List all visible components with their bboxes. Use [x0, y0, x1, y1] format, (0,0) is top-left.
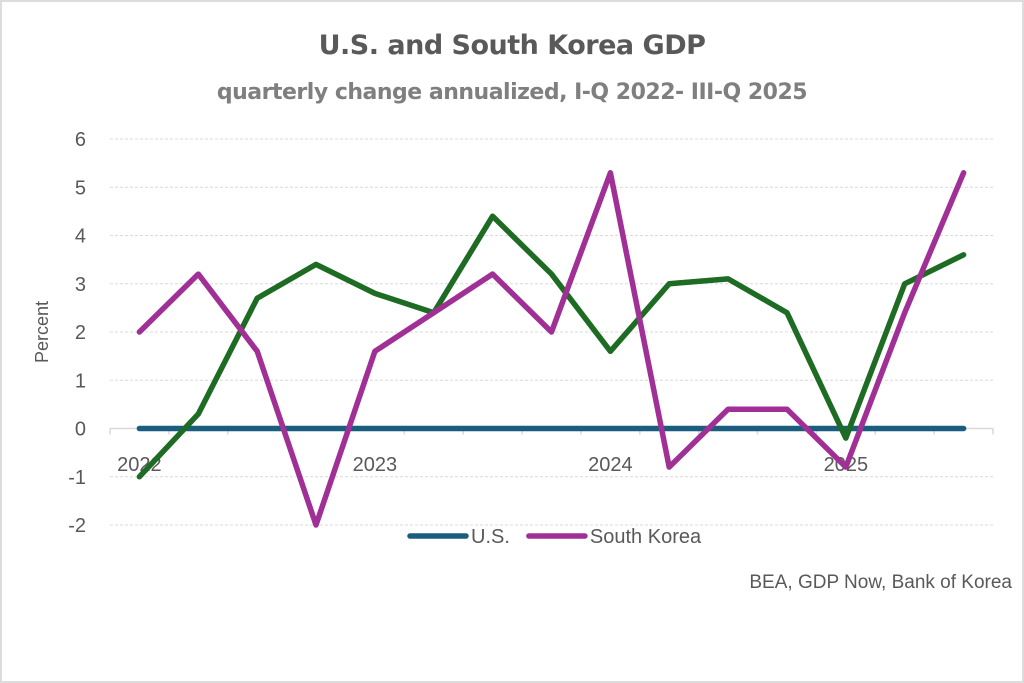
- y-tick-label: 6: [75, 129, 86, 151]
- legend-label: South Korea: [590, 526, 702, 548]
- y-tick-label: 1: [75, 370, 86, 392]
- y-tick-label: 5: [75, 177, 86, 199]
- y-tick-label: 3: [75, 274, 86, 296]
- y-tick-label: -1: [68, 467, 86, 489]
- legend: U.S. South Korea: [407, 526, 702, 548]
- y-tick-labels: 6 5 4 3 2 1 0 -1 -2: [68, 129, 86, 537]
- chart-subtitle: quarterly change annualized, I-Q 2022- I…: [216, 80, 808, 105]
- source-note: BEA, GDP Now, Bank of Korea: [749, 572, 1012, 593]
- series-lines: [136, 170, 967, 528]
- x-tick-label: 2023: [353, 454, 398, 476]
- chart-title: U.S. and South Korea GDP: [318, 30, 706, 61]
- y-tick-label: 2: [75, 322, 86, 344]
- series-line-unlabeled: [136, 213, 967, 480]
- y-tick-label: 0: [75, 419, 86, 441]
- y-tick-label: 4: [75, 226, 86, 248]
- y-tick-label: -2: [68, 515, 86, 537]
- series-line-south-korea: [136, 170, 967, 528]
- x-tick-label: 2024: [588, 454, 633, 476]
- legend-label: U.S.: [471, 526, 510, 548]
- y-axis-label: Percent: [32, 301, 52, 363]
- gridlines: [110, 138, 993, 526]
- x-tick-label: 2022: [117, 454, 162, 476]
